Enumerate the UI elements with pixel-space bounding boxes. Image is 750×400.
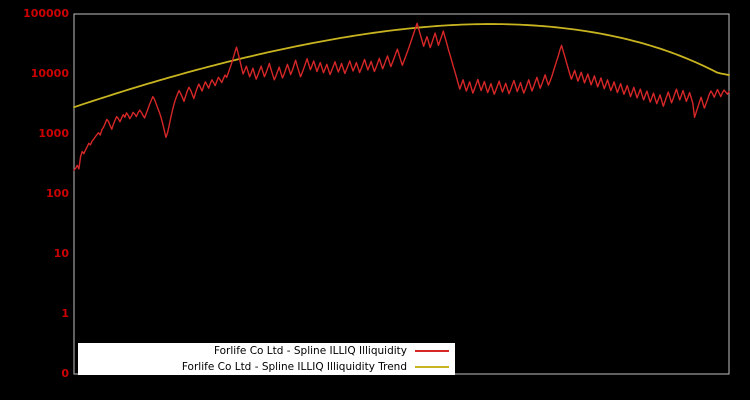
legend-line-sample-trend [415, 362, 449, 372]
legend-label-illiquidity: Forlife Co Ltd - Spline ILLIQ Illiquidit… [213, 345, 407, 357]
legend-entry-illiquidity[interactable]: Forlife Co Ltd - Spline ILLIQ Illiquidit… [78, 343, 455, 359]
y-tick-label: 1 [61, 307, 69, 320]
y-tick-label: 0 [61, 367, 69, 380]
legend-label-trend: Forlife Co Ltd - Spline ILLIQ Illiquidit… [181, 361, 407, 373]
y-tick-label: 10 [53, 247, 69, 260]
series-line-trend [73, 23, 730, 109]
series-line-illiquidity [73, 22, 730, 171]
y-tick-label: 100000 [23, 7, 69, 20]
legend-entry-trend[interactable]: Forlife Co Ltd - Spline ILLIQ Illiquidit… [78, 359, 455, 375]
y-tick-label: 1000 [38, 127, 69, 140]
y-tick-label: 100 [46, 187, 69, 200]
legend-line-sample-illiquidity [415, 346, 449, 356]
chart-legend[interactable]: Forlife Co Ltd - Spline ILLIQ Illiquidit… [78, 343, 455, 375]
y-tick-label: 10000 [30, 67, 69, 80]
